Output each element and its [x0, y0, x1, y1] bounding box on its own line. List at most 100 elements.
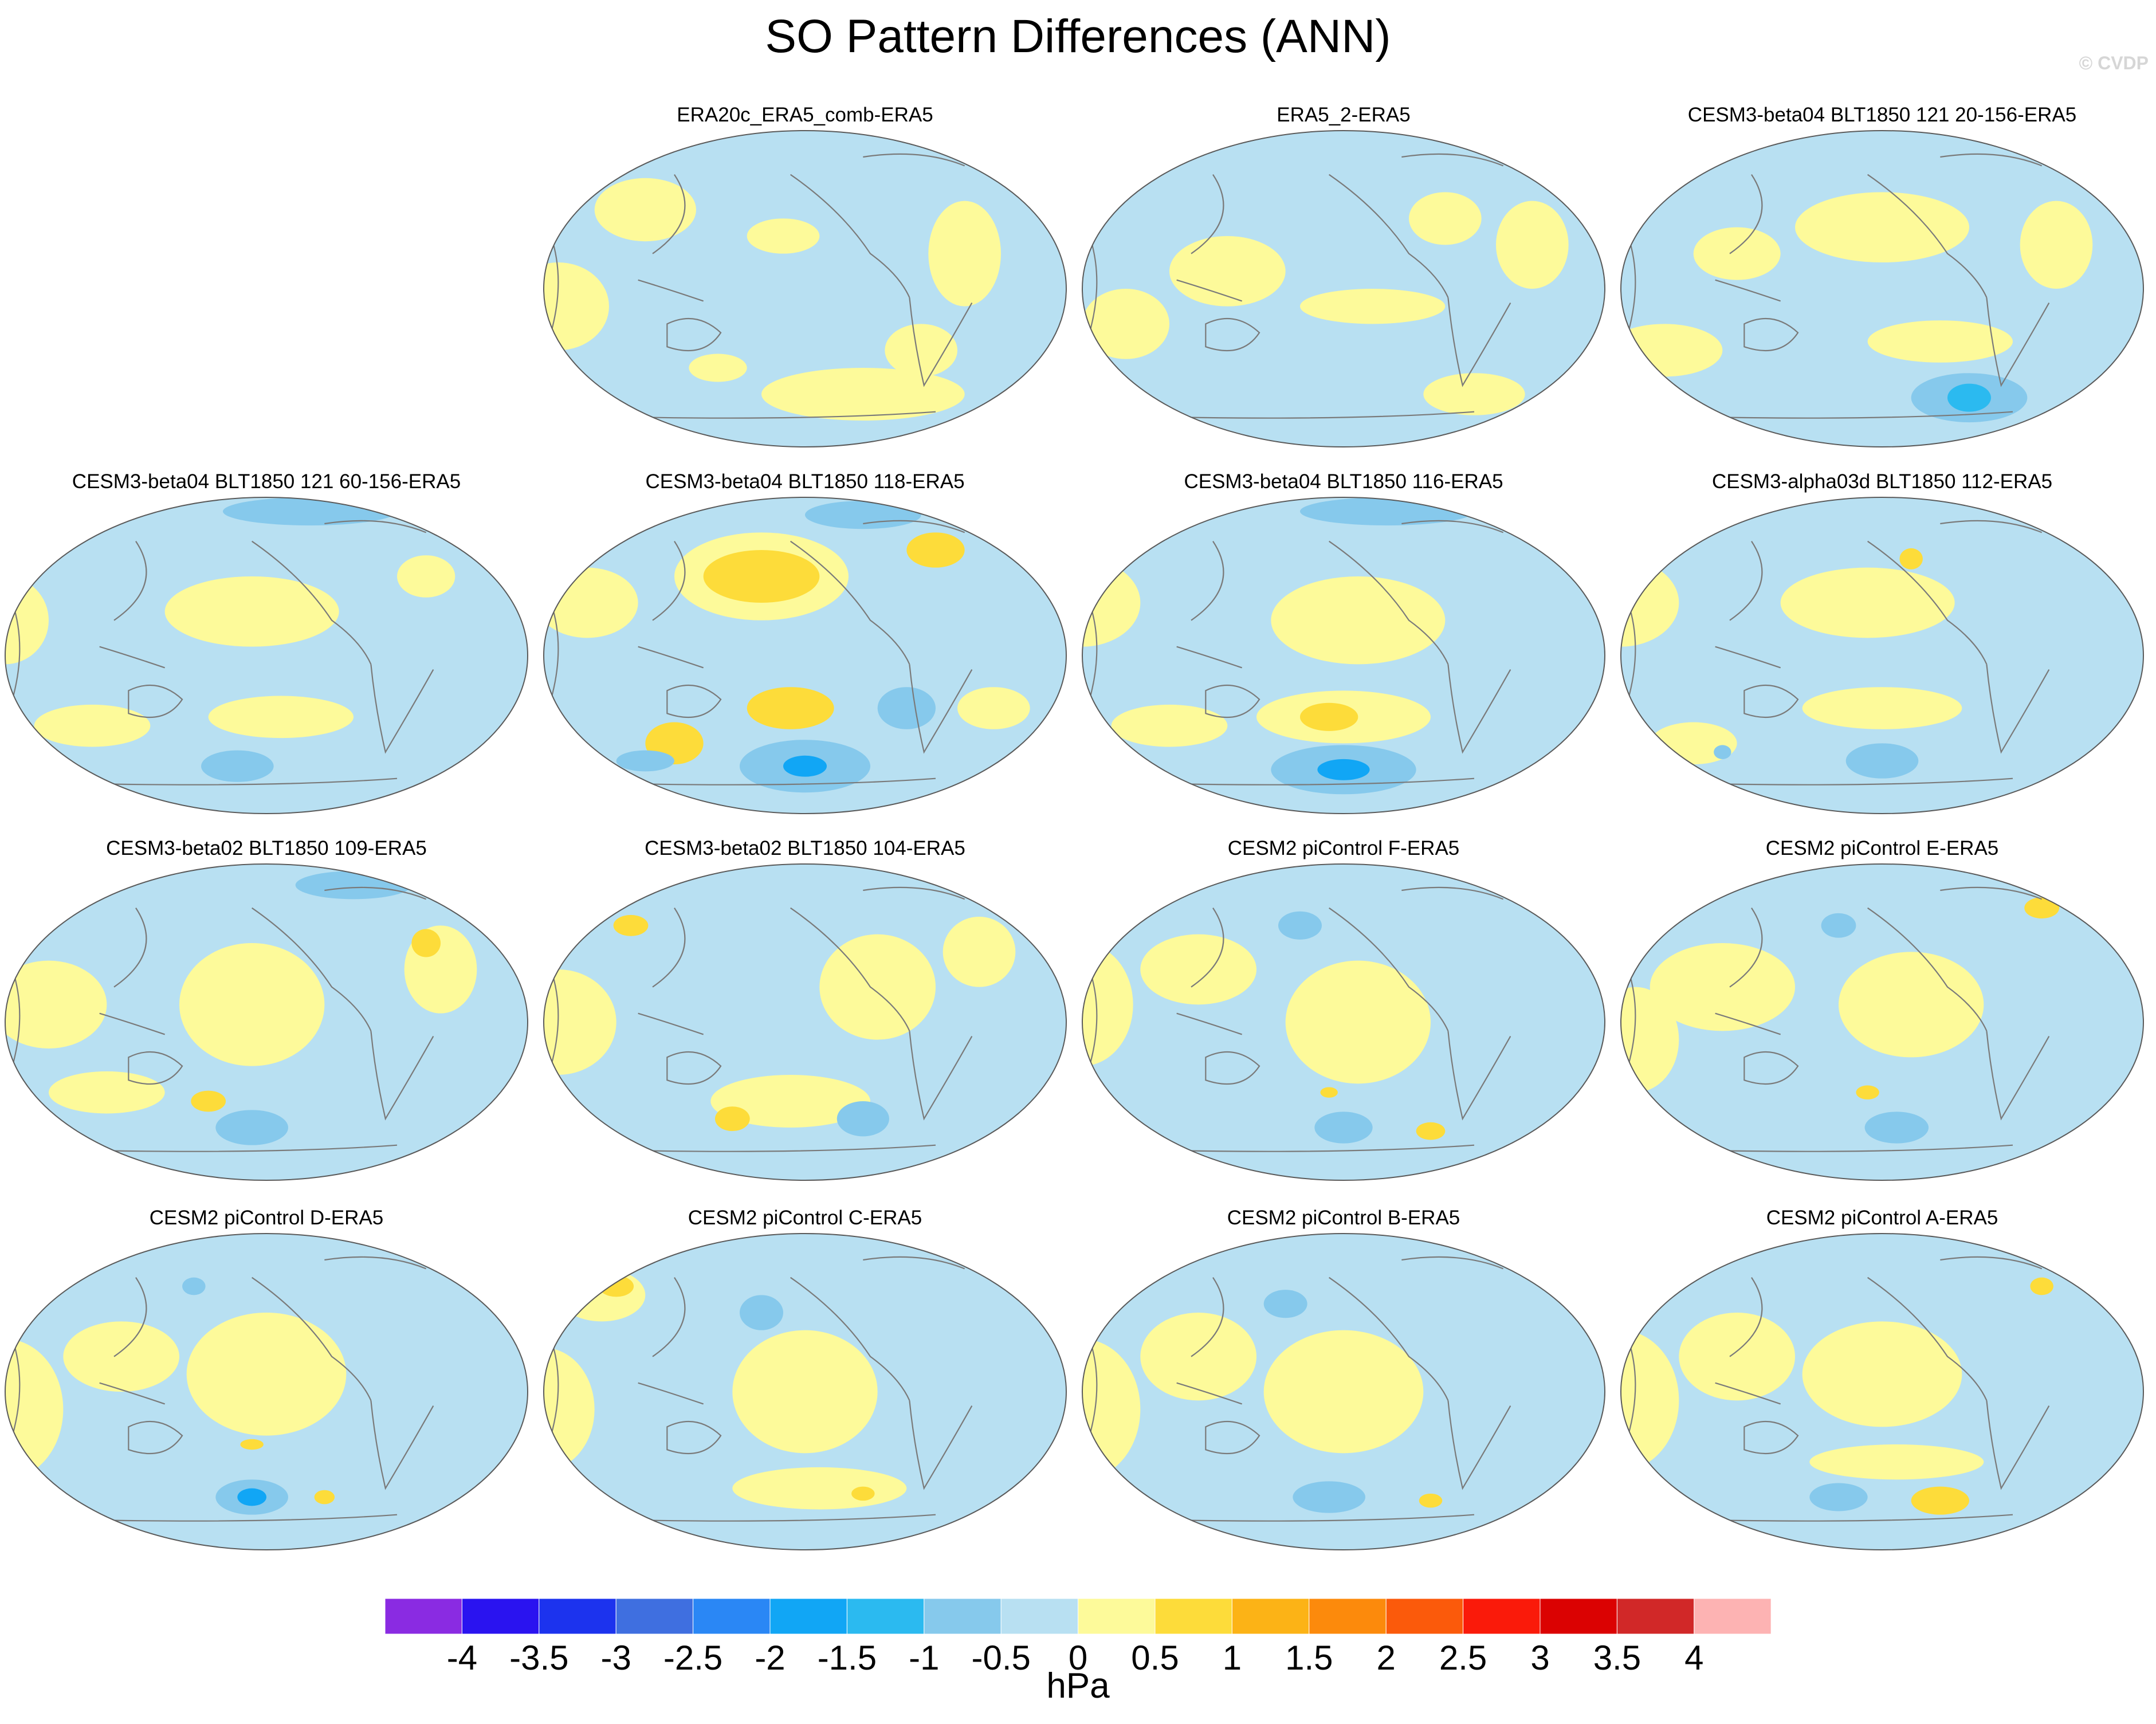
anomaly-contour: [544, 262, 609, 351]
map-panel: CESM2 piControl E-ERA5: [1616, 837, 2149, 1181]
anomaly-contour: [747, 687, 834, 729]
map-panel: CESM3-beta04 BLT1850 116-ERA5: [1077, 470, 1610, 814]
colorbar-box: [1309, 1598, 1387, 1635]
map-svg: [543, 1233, 1067, 1550]
anomaly-contour: [201, 750, 274, 782]
coastline-path: [863, 153, 965, 167]
coastline-path: [1867, 1277, 1988, 1401]
map-border: [543, 863, 1067, 1181]
coastline-path: [1176, 279, 1243, 302]
map-svg: [1082, 863, 1605, 1181]
map-svg: [1620, 863, 2144, 1181]
anomaly-contour: [732, 1330, 878, 1454]
coastline-path: [1447, 664, 1511, 754]
anomaly-field: [1082, 1290, 1443, 1513]
anomaly-contour: [1780, 567, 1955, 638]
anomaly-field: [1621, 897, 2060, 1144]
anomaly-contour: [906, 532, 965, 568]
anomaly-field: [1082, 183, 1569, 415]
anomaly-contour: [732, 1467, 907, 1510]
anomaly-contour: [1714, 745, 1731, 759]
coastline-path: [790, 174, 910, 298]
coastline-path: [909, 1031, 973, 1121]
anomaly-contour: [544, 1348, 595, 1471]
anomaly-contour: [1320, 1087, 1338, 1098]
coastlines: [1089, 520, 1511, 786]
map-border: [1620, 130, 2144, 447]
anomaly-contour: [613, 914, 649, 936]
map-border: [1082, 130, 1605, 447]
map-border: [5, 1233, 528, 1550]
coastline-path: [790, 907, 910, 1031]
coastline-path: [1089, 1338, 1098, 1436]
colorbar-box: [461, 1598, 540, 1635]
map-panel: CESM2 piControl A-ERA5: [1616, 1206, 2149, 1550]
coastline-path: [1867, 907, 1988, 1031]
anomaly-contour: [740, 1295, 783, 1330]
coastline-path: [638, 646, 704, 669]
anomaly-contour: [1285, 960, 1431, 1084]
anomaly-contour: [594, 178, 696, 242]
map-border: [1620, 497, 2144, 814]
anomaly-contour: [240, 1439, 264, 1450]
coastline-path: [790, 1277, 910, 1401]
map-panel: CESM2 piControl F-ERA5: [1077, 837, 1610, 1181]
panel-title: CESM2 piControl D-ERA5: [149, 1207, 384, 1229]
coastline-path: [1089, 235, 1098, 333]
anomaly-contour: [164, 576, 339, 647]
anomaly-contour: [837, 1101, 889, 1137]
coastline-path: [11, 1338, 21, 1436]
map-svg: [5, 863, 528, 1181]
anomaly-contour: [63, 1321, 179, 1392]
anomaly-contour: [34, 704, 151, 747]
anomaly-field: [1621, 1277, 2053, 1515]
map-svg: [5, 497, 528, 814]
map-svg: [543, 497, 1067, 814]
colorbar-box: [1078, 1598, 1156, 1635]
anomaly-contour: [2024, 897, 2060, 919]
anomaly-field: [5, 1277, 347, 1515]
coastline-path: [1729, 908, 1763, 988]
colorbar-label: hPa: [1046, 1666, 1110, 1706]
colorbar-box: [1463, 1598, 1541, 1635]
map-svg: [1082, 130, 1605, 447]
coastline-path: [1329, 540, 1449, 665]
anomaly-contour: [1300, 702, 1358, 731]
colorbar-box: [1154, 1598, 1232, 1635]
coastline-path: [638, 279, 704, 302]
colorbar-box: [1540, 1598, 1617, 1635]
anomaly-contour: [1802, 1321, 1962, 1427]
coastline-path: [550, 969, 559, 1066]
anomaly-contour: [851, 1486, 875, 1501]
anomaly-contour: [1111, 704, 1228, 747]
colorbar-box: [1231, 1598, 1310, 1635]
map-svg: [1082, 1233, 1605, 1550]
anomaly-contour: [1416, 1122, 1446, 1140]
coastline-path: [1743, 1420, 1799, 1454]
coastline-path: [99, 646, 166, 669]
coastlines: [1089, 1256, 1511, 1522]
coastline-path: [1986, 1031, 2050, 1121]
anomaly-contour: [1423, 373, 1525, 415]
coastline-path: [1729, 1277, 1763, 1357]
coastline-path: [652, 1277, 686, 1357]
coastline-path: [909, 664, 973, 754]
coastline-path: [666, 1420, 722, 1454]
colorbar-box: [384, 1598, 462, 1635]
colorbar-box: [539, 1598, 616, 1635]
anomaly-field: [544, 178, 1001, 421]
coastline-path: [1447, 297, 1511, 387]
coastline-path: [1867, 540, 1988, 665]
map-panel: CESM3-beta02 BLT1850 109-ERA5: [0, 837, 533, 1181]
map-background-field: [544, 864, 1066, 1180]
colorbar-box: [1616, 1598, 1695, 1635]
anomaly-contour: [1856, 1085, 1879, 1099]
coastline-path: [113, 1277, 147, 1357]
anomaly-contour: [237, 1488, 266, 1506]
coastline-path: [1627, 235, 1636, 333]
anomaly-contour: [1679, 1313, 1795, 1401]
coastline-path: [1940, 886, 2043, 900]
coastline-path: [1986, 297, 2050, 387]
colorbar-box: [769, 1598, 847, 1635]
coastline-path: [1715, 279, 1781, 302]
